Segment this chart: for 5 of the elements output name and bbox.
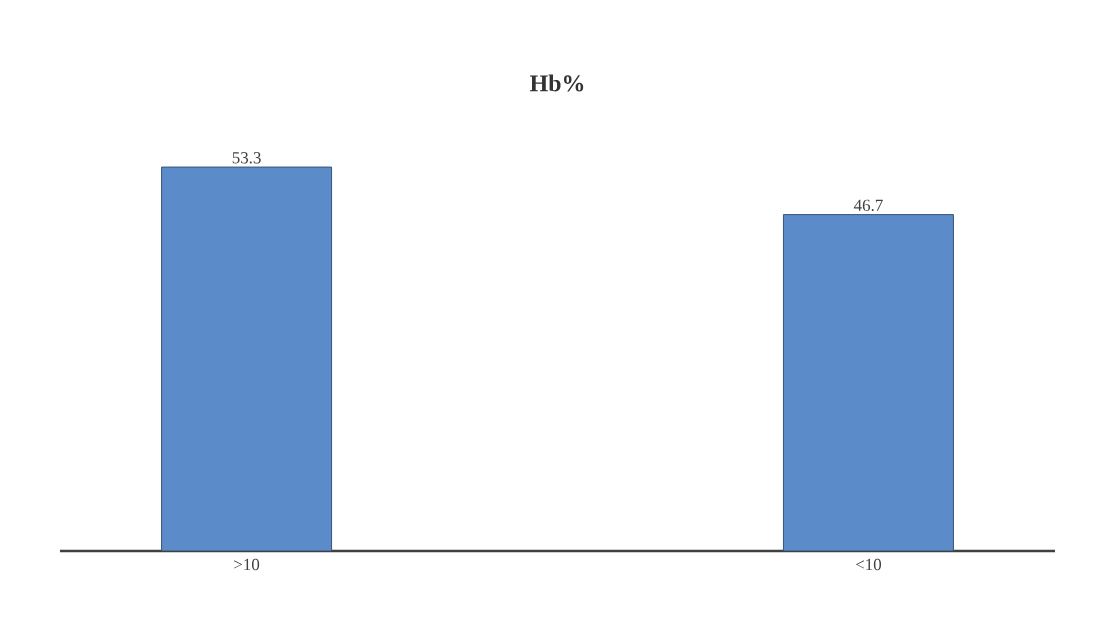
x-tick-label: <10 — [856, 558, 882, 571]
data-label: 53.3 — [232, 152, 261, 164]
chart-title: Hb% — [530, 74, 584, 92]
data-label: 46.7 — [853, 199, 883, 212]
x-tick-label: >10 — [234, 558, 260, 571]
